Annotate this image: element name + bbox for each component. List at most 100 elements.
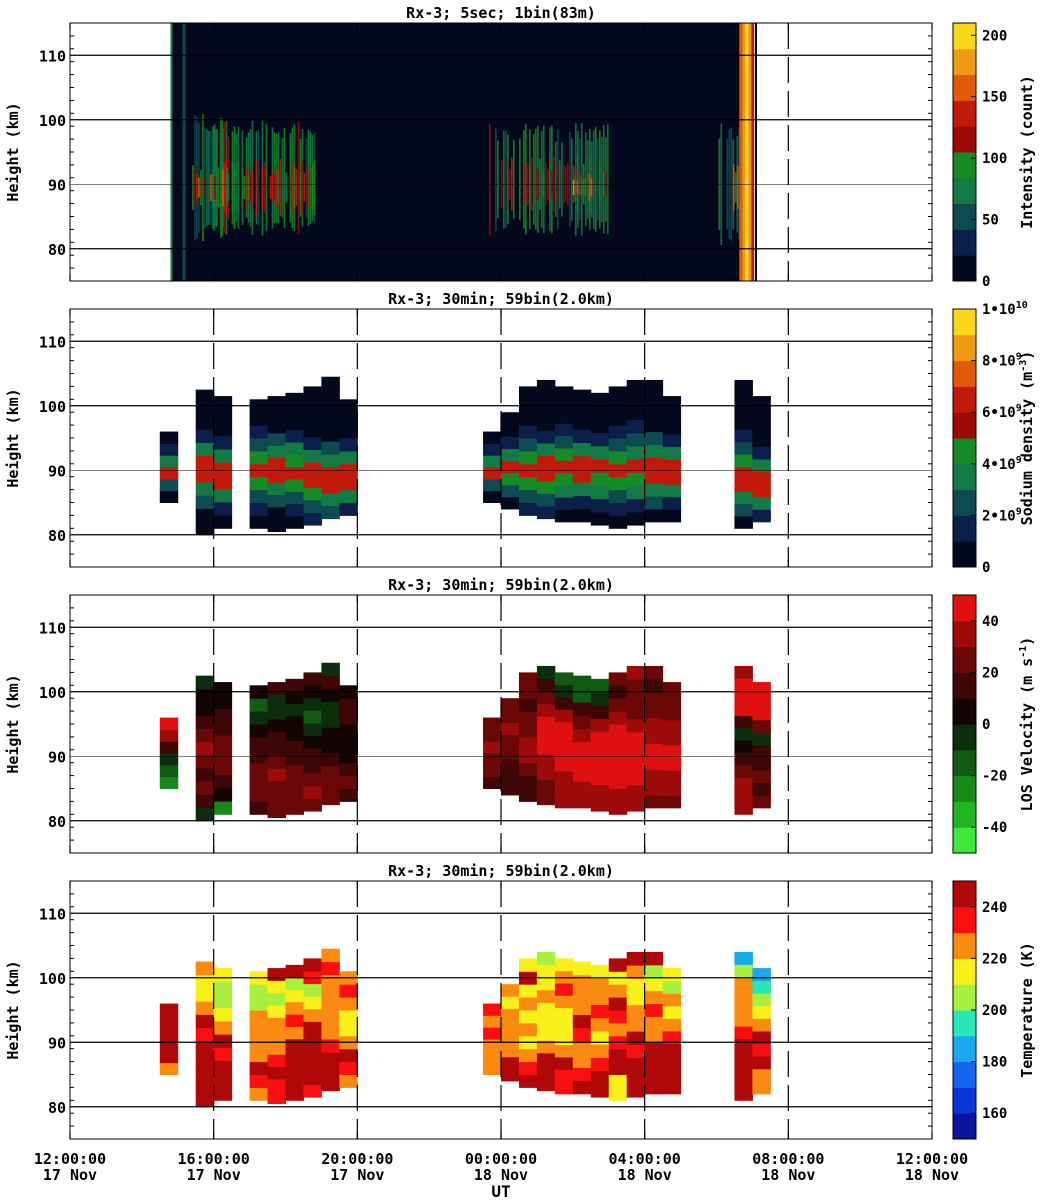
heatmap-cell bbox=[554, 1081, 574, 1095]
heatmap-cell bbox=[572, 1054, 592, 1068]
y-tick-label: 110 bbox=[39, 905, 66, 923]
colorbar-swatch bbox=[953, 23, 976, 50]
heatmap-cell bbox=[734, 740, 753, 753]
heatmap-cell bbox=[249, 984, 269, 998]
heatmap-cell bbox=[267, 482, 286, 496]
signal-streak bbox=[309, 131, 312, 224]
heatmap-cell bbox=[267, 519, 286, 533]
colorbar-tick-label: 160 bbox=[982, 1106, 1007, 1122]
heatmap-cell bbox=[554, 758, 574, 772]
heatmap-cell bbox=[213, 774, 233, 789]
heatmap-cell bbox=[501, 782, 520, 796]
heatmap-cell bbox=[662, 757, 682, 771]
colorbar-swatch bbox=[953, 229, 976, 256]
heatmap-cell bbox=[536, 951, 556, 966]
heatmap-cell bbox=[501, 722, 520, 735]
heatmap-cell bbox=[321, 402, 340, 416]
heatmap-cell bbox=[644, 951, 664, 966]
heatmap-cell bbox=[608, 515, 628, 529]
heatmap-cell bbox=[608, 502, 628, 516]
heatmap-cell bbox=[554, 983, 574, 996]
y-tick-label: 90 bbox=[48, 1034, 66, 1052]
heatmap-cell bbox=[644, 794, 664, 809]
heatmap-cell bbox=[303, 1084, 322, 1098]
colorbar: -40 -20 0 20 40 LOS Velocity (m s-1) bbox=[952, 594, 1036, 854]
heatmap-cell bbox=[249, 502, 269, 516]
signal-streak bbox=[297, 162, 300, 213]
heatmap-cell bbox=[285, 442, 304, 455]
y-tick-label: 100 bbox=[39, 112, 66, 130]
heatmap-cell bbox=[644, 756, 664, 770]
heatmap-cell bbox=[339, 997, 358, 1011]
signal-streak bbox=[265, 124, 268, 232]
heatmap-cell bbox=[483, 764, 502, 778]
x-tick-label-time: 08:00:00 bbox=[752, 1150, 824, 1168]
heatmap-cell bbox=[536, 703, 556, 717]
colorbar-swatch bbox=[953, 958, 976, 985]
heatmap-cell bbox=[483, 467, 502, 480]
heatmap-cell bbox=[590, 1004, 610, 1019]
heatmap-data bbox=[159, 662, 771, 822]
colorbar-swatch bbox=[953, 932, 976, 959]
heatmap-cell bbox=[285, 728, 304, 741]
heatmap-cell bbox=[303, 436, 322, 450]
heatmap-cell bbox=[626, 1004, 646, 1019]
colorbar-swatch bbox=[953, 984, 976, 1011]
colorbar-tick-label: 200 bbox=[982, 1003, 1007, 1019]
tick-base: 1•10 bbox=[982, 302, 1016, 318]
signal-streak bbox=[208, 130, 210, 225]
heatmap-cell bbox=[662, 707, 682, 721]
end-stripe bbox=[748, 23, 752, 281]
heatmap-cell bbox=[159, 741, 179, 754]
heatmap-cell bbox=[536, 455, 556, 469]
heatmap-cell bbox=[303, 449, 322, 463]
signal-streak bbox=[245, 165, 248, 210]
heatmap-cell bbox=[518, 775, 538, 789]
heatmap-cell bbox=[321, 1051, 340, 1066]
heatmap-cell bbox=[590, 705, 610, 720]
colorbar-tick-label: 0 bbox=[982, 717, 990, 733]
heatmap-cell bbox=[752, 1030, 771, 1045]
heatmap-cell bbox=[159, 1039, 179, 1052]
heatmap-cell bbox=[554, 795, 574, 809]
heatmap-cell bbox=[662, 980, 682, 994]
colorbar-label: Intensity (count) bbox=[1018, 75, 1036, 229]
signal-streak bbox=[192, 165, 194, 210]
heatmap-cell bbox=[249, 1022, 269, 1037]
heatmap-cell bbox=[501, 412, 520, 425]
signal-streak bbox=[194, 168, 196, 207]
y-tick-label: 110 bbox=[39, 619, 66, 637]
heatmap-cell bbox=[195, 688, 215, 703]
heatmap-cell bbox=[536, 417, 556, 431]
heatmap-cell bbox=[303, 462, 322, 476]
signal-streak bbox=[588, 173, 591, 202]
heatmap-cell bbox=[249, 1061, 269, 1075]
heatmap-cell bbox=[554, 460, 574, 474]
heatmap-cell bbox=[536, 506, 556, 520]
signal-streak bbox=[601, 136, 603, 223]
signal-streak bbox=[574, 174, 577, 201]
heatmap-cell bbox=[285, 752, 304, 766]
heatmap-cell bbox=[285, 964, 304, 978]
start-stripe bbox=[170, 23, 173, 281]
end-stripe bbox=[745, 23, 749, 281]
heatmap-cell bbox=[483, 729, 502, 742]
heatmap-cell bbox=[734, 417, 753, 430]
heatmap-cell bbox=[572, 416, 592, 430]
heatmap-cell bbox=[626, 459, 646, 473]
signal-streak bbox=[569, 132, 571, 227]
heatmap-cell bbox=[734, 789, 753, 803]
heatmap-cell bbox=[590, 718, 610, 733]
signal-streak bbox=[736, 166, 739, 209]
colorbar: 0 50 100 150 200 Intensity (count) bbox=[952, 22, 1036, 290]
signal-streak bbox=[519, 138, 521, 221]
y-tick-label: 90 bbox=[48, 176, 66, 194]
heatmap-cell bbox=[662, 782, 682, 796]
heatmap-cell bbox=[213, 734, 233, 749]
heatmap-cell bbox=[285, 765, 304, 778]
heatmap-cell bbox=[554, 1019, 574, 1033]
heatmap-cell bbox=[590, 784, 610, 799]
heatmap-cell bbox=[644, 496, 664, 510]
colorbar-label-text: Temperature (K) bbox=[1018, 942, 1036, 1077]
